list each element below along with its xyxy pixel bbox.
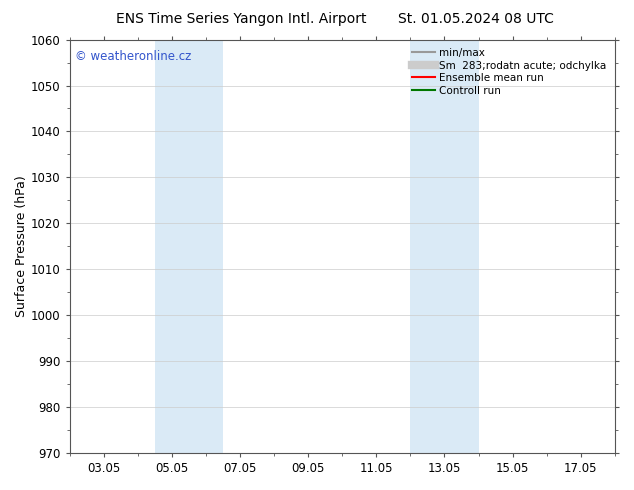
Bar (155, 40, 223, 453)
Y-axis label: Surface Pressure (hPa): Surface Pressure (hPa) (15, 175, 28, 317)
Text: ENS Time Series Yangon Intl. Airport: ENS Time Series Yangon Intl. Airport (115, 12, 366, 26)
Bar (410, 40, 479, 453)
Text: © weatheronline.cz: © weatheronline.cz (75, 50, 191, 63)
Text: St. 01.05.2024 08 UTC: St. 01.05.2024 08 UTC (398, 12, 553, 26)
Legend: min/max, Sm  283;rodatn acute; odchylka, Ensemble mean run, Controll run: min/max, Sm 283;rodatn acute; odchylka, … (409, 45, 610, 99)
